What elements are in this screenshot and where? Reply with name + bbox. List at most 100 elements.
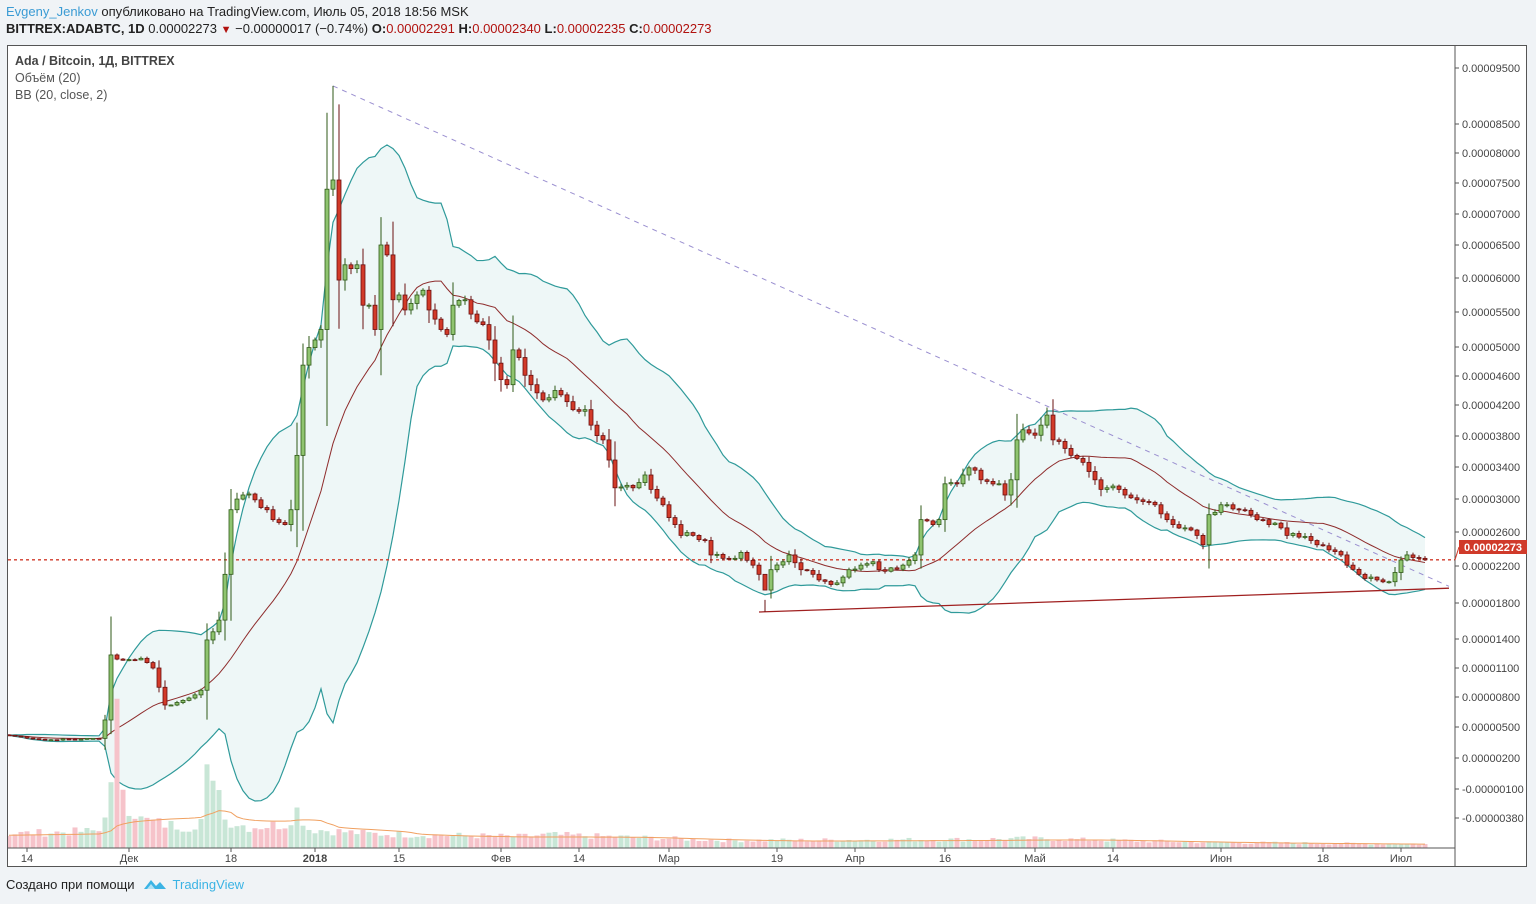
volume-bar: [714, 840, 720, 848]
descending-resistance-trendline: [332, 85, 1450, 587]
time-axis[interactable]: 14 Дек 18 2018 15 Фев 14 Мар 19 Апр 16 Май 14 Июн 18 Ию…: [21, 848, 1412, 865]
candle-down: [1068, 448, 1074, 456]
candle-up: [918, 519, 924, 556]
candle-down: [522, 357, 528, 376]
volume-bar: [234, 826, 240, 848]
volume-bar: [372, 832, 378, 848]
price-tick-label: 0.00003800: [1462, 431, 1520, 443]
volume-bar: [438, 835, 444, 848]
candle-down: [504, 379, 510, 386]
candle-down: [600, 435, 606, 441]
candle-up: [108, 654, 114, 721]
volume-bar: [1368, 844, 1374, 848]
candle-down: [540, 392, 546, 401]
price-tick-label: 0.00009500: [1462, 63, 1520, 75]
volume-bar: [318, 830, 324, 848]
volume-bar: [1176, 842, 1182, 848]
time-tick-label: Июл: [1390, 853, 1412, 865]
volume-bar: [624, 835, 630, 848]
candle-down: [1140, 499, 1146, 502]
candle-down: [1374, 576, 1380, 581]
candle-up: [942, 483, 948, 521]
candle-up: [906, 560, 912, 566]
volume-bar: [1002, 840, 1008, 848]
legend-volume[interactable]: Объём (20): [15, 71, 81, 85]
volume-bar: [870, 840, 876, 848]
candle-down: [792, 554, 798, 564]
publish-info: Evgeny_Jenkov опубликовано на TradingVie…: [6, 4, 469, 19]
candle-up: [306, 347, 312, 366]
candle-down: [990, 480, 996, 485]
candle-down: [1350, 564, 1356, 570]
candle-up: [1020, 429, 1026, 441]
volume-bar: [846, 839, 852, 848]
volume-bar: [216, 790, 222, 848]
volume-bar: [1020, 836, 1026, 848]
volume-bar: [456, 832, 462, 848]
candle-down: [1176, 524, 1182, 529]
legend-bb[interactable]: BB (20, close, 2): [15, 88, 108, 102]
candle-up: [102, 719, 108, 739]
time-tick-label: Фев: [491, 853, 511, 865]
candle-down: [660, 497, 666, 506]
candle-down: [1002, 483, 1008, 496]
price-axis[interactable]: 0.00009500 0.00008500 0.00008000 0.00007500…: [1455, 63, 1524, 825]
candle-up: [126, 659, 132, 662]
last-price-marker: 0.00002273: [1454, 540, 1527, 560]
candle-down: [576, 409, 582, 412]
candle-up: [1392, 572, 1398, 583]
volume-bar: [828, 839, 834, 848]
volume-bar: [1326, 844, 1332, 848]
volume-bar: [1290, 843, 1296, 848]
volume-bar: [132, 818, 138, 848]
candle-up: [912, 554, 918, 561]
volume-bar: [1158, 839, 1164, 848]
volume-bar: [894, 839, 900, 848]
volume-bar: [192, 829, 198, 848]
price-tick-label: 0.00003000: [1462, 494, 1520, 506]
candle-down: [1308, 536, 1314, 541]
low-label: L:: [544, 21, 557, 36]
volume-bar: [1386, 843, 1392, 848]
candle-down: [756, 564, 762, 575]
volume-bar: [696, 840, 702, 848]
volume-bar: [816, 840, 822, 848]
candle-down: [1284, 527, 1290, 536]
candle-up: [1044, 414, 1050, 426]
candle-down: [606, 439, 612, 461]
candle-down: [1380, 579, 1386, 583]
tradingview-link[interactable]: TradingView: [172, 876, 245, 892]
candle-down: [1086, 461, 1092, 472]
legend-title[interactable]: Ada / Bitcoin, 1Д, BITTREX: [15, 54, 175, 68]
author-link[interactable]: Evgeny_Jenkov: [6, 4, 98, 19]
volume-bar: [768, 839, 774, 848]
candle-down: [468, 299, 474, 315]
candle-down: [30, 737, 36, 740]
volume-bar: [606, 835, 612, 848]
volume-bar: [642, 835, 648, 848]
volume-bar: [54, 831, 60, 848]
candle-down: [822, 579, 828, 582]
candle-down: [474, 313, 480, 323]
volume-bar: [852, 840, 858, 848]
candle-down: [498, 362, 504, 381]
time-tick-label: 18: [225, 853, 237, 865]
candle-up: [1008, 479, 1014, 496]
candle-down: [276, 519, 282, 523]
tradingview-logo-icon[interactable]: [143, 876, 167, 892]
volume-bar: [150, 819, 156, 848]
volume-bar: [978, 839, 984, 848]
candle-down: [720, 553, 726, 559]
volume-bar: [114, 698, 120, 848]
volume-bar: [42, 836, 48, 848]
candle-down: [120, 658, 126, 661]
price-tick-label: 0.00002200: [1462, 561, 1520, 573]
candle-down: [708, 540, 714, 556]
candle-up: [312, 339, 318, 348]
candle-down: [390, 254, 396, 301]
volume-bar: [582, 836, 588, 848]
volume-bar: [732, 840, 738, 848]
volume-bar: [702, 840, 708, 848]
candle-down: [336, 179, 342, 281]
